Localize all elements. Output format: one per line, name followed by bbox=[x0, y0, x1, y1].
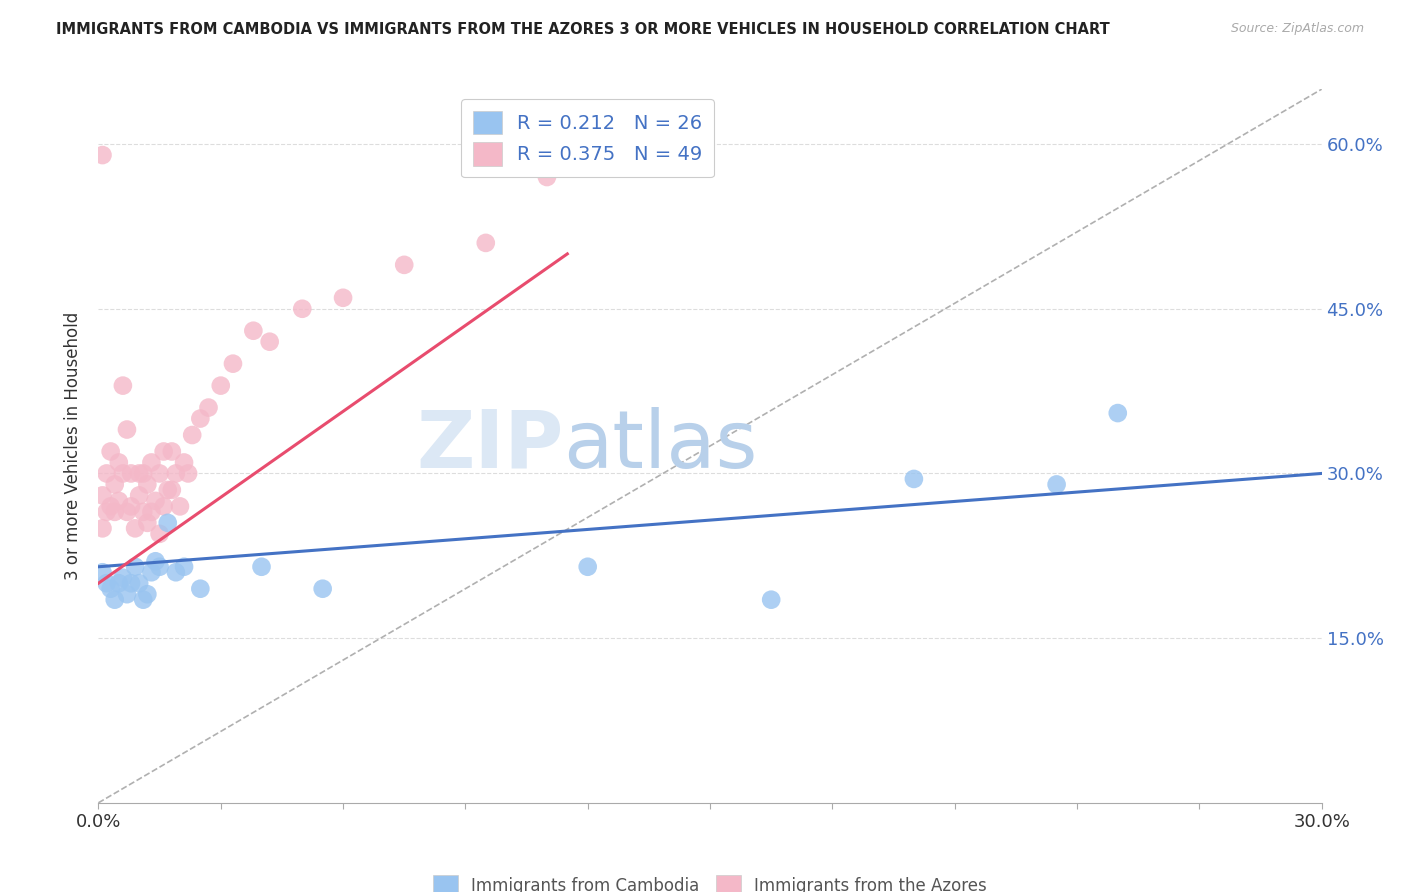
Point bbox=[392, 258, 416, 272]
Point bbox=[100, 582, 122, 596]
Point bbox=[173, 559, 195, 574]
Point bbox=[120, 576, 142, 591]
Text: IMMIGRANTS FROM CAMBODIA VS IMMIGRANTS FROM THE AZORES 3 OR MORE VEHICLES IN HOU: IMMIGRANTS FROM CAMBODIA VS IMMIGRANTS F… bbox=[56, 22, 1109, 37]
Point bbox=[91, 148, 114, 162]
Point bbox=[136, 516, 159, 530]
Point bbox=[132, 592, 155, 607]
Point bbox=[96, 576, 118, 591]
Point bbox=[100, 500, 122, 514]
Point bbox=[576, 559, 599, 574]
Point bbox=[108, 576, 131, 591]
Point bbox=[197, 401, 219, 415]
Point bbox=[145, 554, 167, 568]
Point bbox=[128, 467, 150, 481]
Point bbox=[149, 467, 172, 481]
Point bbox=[181, 428, 204, 442]
Point bbox=[152, 500, 174, 514]
Point bbox=[156, 483, 179, 497]
Point bbox=[141, 505, 163, 519]
Point bbox=[100, 444, 122, 458]
Point bbox=[96, 505, 118, 519]
Point bbox=[259, 334, 281, 349]
Point bbox=[173, 455, 195, 469]
Point bbox=[250, 559, 273, 574]
Point bbox=[115, 587, 138, 601]
Point bbox=[108, 455, 131, 469]
Point bbox=[96, 467, 118, 481]
Point bbox=[104, 505, 127, 519]
Point bbox=[291, 301, 314, 316]
Text: Source: ZipAtlas.com: Source: ZipAtlas.com bbox=[1230, 22, 1364, 36]
Point bbox=[536, 169, 558, 184]
Point bbox=[1045, 477, 1069, 491]
Point bbox=[165, 467, 187, 481]
Point bbox=[111, 378, 134, 392]
Point bbox=[141, 455, 163, 469]
Point bbox=[156, 516, 179, 530]
Point bbox=[1107, 406, 1129, 420]
Point bbox=[160, 483, 183, 497]
Point bbox=[177, 467, 200, 481]
Point bbox=[124, 521, 146, 535]
Point bbox=[242, 324, 264, 338]
Point bbox=[104, 477, 127, 491]
Point bbox=[145, 494, 167, 508]
Point bbox=[128, 488, 150, 502]
Point bbox=[120, 500, 142, 514]
Point bbox=[136, 477, 159, 491]
Point bbox=[141, 566, 163, 580]
Point bbox=[104, 592, 127, 607]
Point bbox=[111, 571, 134, 585]
Point bbox=[152, 444, 174, 458]
Point bbox=[149, 559, 172, 574]
Point bbox=[312, 582, 335, 596]
Point bbox=[128, 576, 150, 591]
Point bbox=[209, 378, 232, 392]
Point bbox=[115, 423, 138, 437]
Point bbox=[149, 526, 172, 541]
Point bbox=[124, 559, 146, 574]
Point bbox=[91, 566, 114, 580]
Y-axis label: 3 or more Vehicles in Household: 3 or more Vehicles in Household bbox=[65, 312, 83, 580]
Point bbox=[169, 500, 191, 514]
Point bbox=[761, 592, 783, 607]
Point bbox=[222, 357, 245, 371]
Point bbox=[91, 488, 114, 502]
Point bbox=[332, 291, 354, 305]
Text: atlas: atlas bbox=[564, 407, 758, 485]
Point bbox=[160, 444, 183, 458]
Point bbox=[136, 587, 159, 601]
Point bbox=[91, 521, 114, 535]
Point bbox=[188, 411, 212, 425]
Point bbox=[132, 467, 155, 481]
Text: ZIP: ZIP bbox=[416, 407, 564, 485]
Point bbox=[115, 505, 138, 519]
Point bbox=[132, 505, 155, 519]
Point bbox=[108, 494, 131, 508]
Point bbox=[111, 467, 134, 481]
Point bbox=[165, 566, 187, 580]
Point bbox=[474, 235, 498, 250]
Legend: Immigrants from Cambodia, Immigrants from the Azores: Immigrants from Cambodia, Immigrants fro… bbox=[426, 868, 994, 892]
Point bbox=[903, 472, 925, 486]
Point bbox=[120, 467, 142, 481]
Point bbox=[188, 582, 212, 596]
